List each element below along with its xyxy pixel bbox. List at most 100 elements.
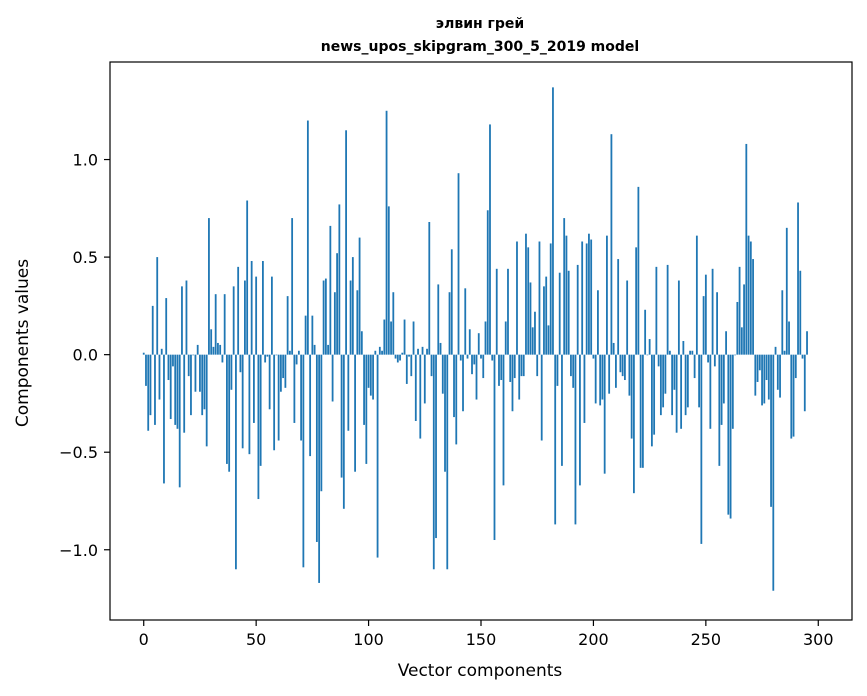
bar-203 [599,354,602,406]
bars-layer [142,87,808,591]
bar-198 [588,233,590,355]
bar-212 [619,354,622,373]
bar-93 [351,257,354,355]
bar-200 [592,354,595,359]
bar-231 [662,354,665,408]
bar-77 [315,354,318,542]
bar-126 [426,348,428,355]
bar-119 [410,354,413,377]
bar-173 [531,327,534,355]
bar-193 [576,264,579,355]
bar-53 [262,261,264,355]
bar-113 [396,354,399,363]
bar-26 [201,354,204,416]
bar-211 [617,259,620,355]
bar-153 [486,210,489,355]
bar-110 [390,321,392,355]
bar-66 [291,218,294,355]
bar-159 [500,354,503,381]
bar-188 [565,235,568,355]
bar-17 [181,286,183,355]
bar-181 [549,243,552,355]
bar-151 [482,354,485,379]
bar-167 [518,354,521,400]
bar-222 [641,354,644,468]
bar-152 [484,321,487,355]
bar-97 [360,331,363,355]
bar-163 [509,354,512,382]
bar-295 [806,331,808,355]
bar-121 [414,354,417,421]
bar-145 [468,329,471,355]
bar-47 [248,354,251,455]
bar-168 [520,354,523,377]
bar-201 [594,354,597,404]
bar-189 [567,270,570,355]
bar-71 [302,354,305,568]
bar-149 [477,333,480,355]
bar-228 [655,266,658,355]
bar-95 [356,290,359,355]
bar-24 [196,344,199,355]
bar-11 [167,354,170,381]
bar-166 [516,241,518,355]
bar-88 [340,354,343,478]
bar-239 [680,354,683,429]
bar-280 [772,354,775,591]
bar-227 [653,354,656,435]
bar-124 [421,346,424,355]
bar-131 [437,284,440,355]
bar-9 [163,354,165,484]
bar-22 [192,354,195,356]
bar-234 [668,350,671,355]
bar-197 [585,243,588,355]
bar-86 [336,253,338,355]
bar-186 [561,354,563,466]
bar-264 [736,301,739,355]
bar-283 [779,354,781,398]
bar-123 [419,354,422,439]
bar-287 [788,321,790,355]
bar-50 [255,276,258,355]
bar-109 [387,206,390,355]
y-tick-label-4: 1.0 [73,151,98,170]
x-tick-label-0: 0 [139,630,149,649]
bar-23 [194,354,197,392]
bar-46 [246,200,249,355]
bar-85 [333,292,336,355]
bar-57 [270,276,273,355]
bar-155 [491,354,494,361]
bar-164 [511,354,514,412]
chart-title-line-2: news_upos_skipgram_300_5_2019 model [321,39,639,55]
bar-274 [758,354,761,371]
x-tick-label-150: 150 [466,630,497,649]
bar-48 [250,261,253,355]
bar-69 [297,350,300,355]
bar-91 [347,354,350,431]
bar-32 [214,294,217,355]
bar-263 [734,354,736,356]
bar-196 [583,354,586,423]
bar-72 [304,315,307,355]
bar-25 [199,354,201,392]
bar-136 [448,292,451,355]
bar-1 [145,354,147,386]
bar-87 [338,204,341,355]
bar-210 [615,354,617,388]
bar-15 [176,354,179,429]
y-axis-ticks: −1.0 −0.5 0.0 0.5 1.0 [59,151,110,560]
bar-248 [700,354,703,544]
bar-49 [253,354,255,423]
bar-148 [475,354,478,400]
bar-39 [230,354,233,390]
x-tick-label-300: 300 [803,630,834,649]
bar-80 [322,280,325,355]
bar-135 [446,354,449,570]
bar-245 [693,354,696,379]
bar-73 [306,120,309,355]
bar-6 [156,257,159,355]
bar-178 [543,286,545,355]
bar-74 [309,354,312,457]
bar-260 [727,354,730,515]
bar-257 [720,354,723,425]
